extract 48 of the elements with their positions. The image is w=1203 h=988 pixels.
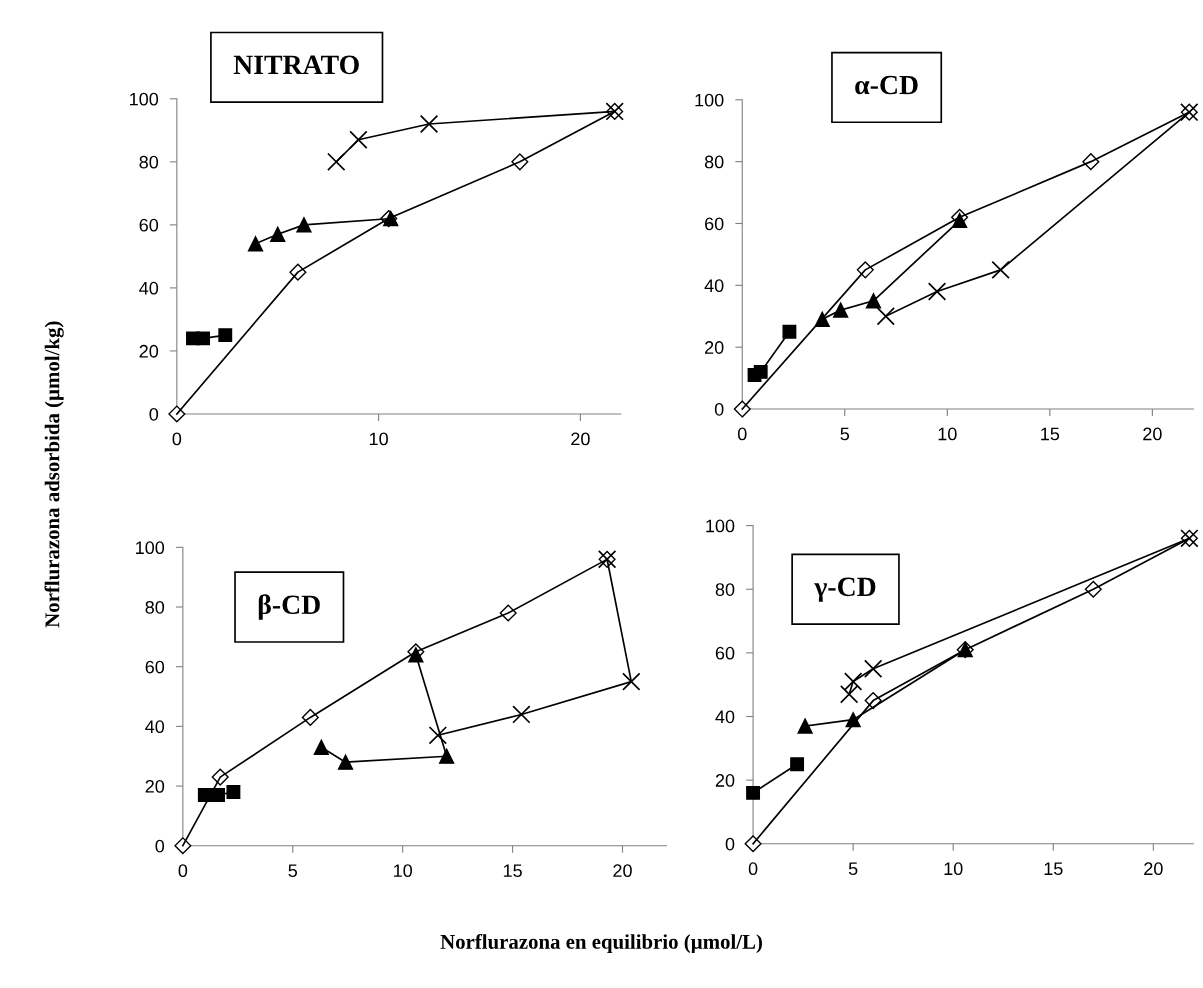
y-tick-label: 40: [715, 710, 735, 724]
x-tick-label: 5: [848, 862, 858, 876]
x-tick-label: 10: [394, 864, 413, 878]
y-tick-label: 60: [145, 660, 165, 674]
y-tick-label: 0: [714, 402, 724, 416]
text: γ-CD: [814, 577, 876, 602]
x-tick-label: 5: [840, 427, 850, 441]
y-axis-title: Norflurazona adsorbida (µmol/kg): [44, 321, 64, 628]
x-tick-label: 5: [288, 864, 298, 878]
y-tick-label: 0: [155, 839, 165, 853]
y-tick-label: 100: [130, 92, 159, 106]
x-axis-title: Norflurazona en equilibrio (µmol/L): [440, 933, 762, 954]
y-tick-label: 20: [139, 344, 159, 358]
x-tick-label: 15: [1041, 427, 1060, 441]
y-tick-label: 60: [139, 218, 159, 232]
y-tick-label: 60: [715, 646, 735, 660]
y-tick-label: 20: [715, 774, 735, 787]
x-tick-label: 0: [172, 432, 182, 446]
x-tick-label: 20: [1143, 427, 1162, 441]
y-tick-label: 40: [145, 720, 165, 734]
x-tick-label: 10: [369, 432, 388, 446]
y-tick-label: 20: [705, 341, 724, 354]
y-tick-label: 80: [704, 155, 724, 169]
x-tick-label: 0: [748, 862, 758, 876]
y-tick-label: 40: [704, 279, 724, 293]
y-tick-label: 40: [139, 281, 159, 295]
chart-title: α-CD: [855, 75, 918, 95]
y-tick-label: 80: [139, 155, 159, 169]
y-tick-label: 80: [145, 600, 165, 614]
chart-title: NITRATO: [233, 55, 359, 75]
x-tick-label: 20: [571, 432, 590, 446]
x-tick-label: 15: [1044, 862, 1063, 876]
text: β-CD: [258, 594, 320, 620]
x-tick-label: 10: [944, 862, 963, 876]
x-tick-label: 20: [613, 864, 632, 878]
y-tick-label: 0: [725, 837, 735, 851]
x-tick-label: 15: [503, 864, 522, 878]
y-tick-label: 80: [715, 583, 735, 596]
y-tick-label: 100: [706, 519, 735, 533]
y-tick-label: 0: [149, 407, 159, 421]
x-tick-label: 20: [1144, 862, 1163, 876]
y-tick-label: 60: [705, 217, 724, 231]
y-tick-label: 100: [136, 541, 165, 555]
x-tick-label: 0: [178, 864, 188, 878]
y-tick-label: 20: [145, 779, 165, 793]
x-tick-label: 10: [938, 427, 957, 441]
y-tick-label: 100: [695, 93, 724, 107]
x-tick-label: 0: [737, 427, 747, 441]
